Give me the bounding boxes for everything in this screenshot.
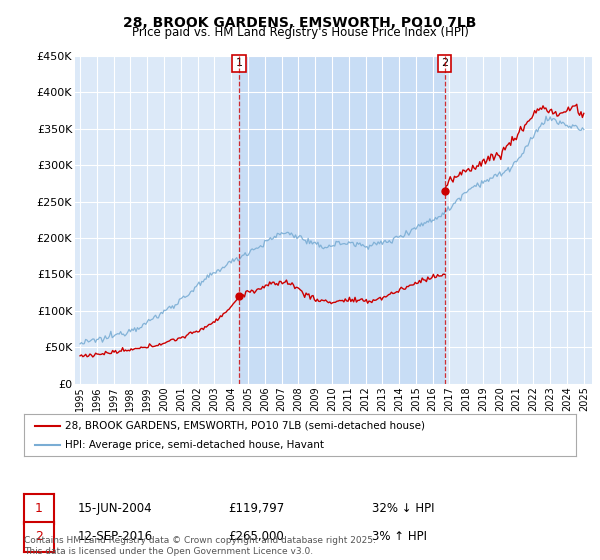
Text: 12-SEP-2016: 12-SEP-2016 <box>78 530 153 543</box>
Text: 1: 1 <box>35 502 43 515</box>
Text: 2: 2 <box>441 58 448 68</box>
Text: HPI: Average price, semi-detached house, Havant: HPI: Average price, semi-detached house,… <box>65 440 325 450</box>
Text: 28, BROOK GARDENS, EMSWORTH, PO10 7LB: 28, BROOK GARDENS, EMSWORTH, PO10 7LB <box>124 16 476 30</box>
Text: 15-JUN-2004: 15-JUN-2004 <box>78 502 152 515</box>
Text: 32% ↓ HPI: 32% ↓ HPI <box>372 502 434 515</box>
Text: 28, BROOK GARDENS, EMSWORTH, PO10 7LB (semi-detached house): 28, BROOK GARDENS, EMSWORTH, PO10 7LB (s… <box>65 421 425 431</box>
Text: £119,797: £119,797 <box>228 502 284 515</box>
Text: Price paid vs. HM Land Registry's House Price Index (HPI): Price paid vs. HM Land Registry's House … <box>131 26 469 39</box>
Text: 3% ↑ HPI: 3% ↑ HPI <box>372 530 427 543</box>
Text: 2: 2 <box>35 530 43 543</box>
Bar <box>239 56 445 384</box>
Text: £265,000: £265,000 <box>228 530 284 543</box>
Text: Contains HM Land Registry data © Crown copyright and database right 2025.
This d: Contains HM Land Registry data © Crown c… <box>24 536 376 556</box>
Text: 1: 1 <box>235 58 242 68</box>
